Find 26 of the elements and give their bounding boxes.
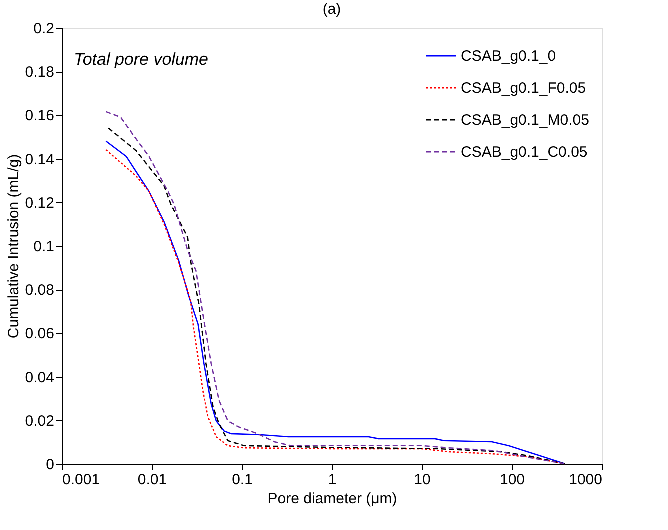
x-tick-label: 100: [500, 472, 526, 488]
legend-label: CSAB_g0.1_M0.05: [461, 112, 590, 129]
x-tick-label: 0.001: [62, 472, 100, 488]
y-tick-label: 0.14: [25, 151, 54, 168]
y-tick-label: 0.02: [25, 412, 54, 430]
legend-label: CSAB_g0.1_C0.05: [461, 144, 588, 161]
y-tick-label: 0.2: [34, 20, 54, 38]
y-tick-label: 0.12: [25, 194, 54, 212]
y-tick-label: 0.18: [25, 64, 54, 82]
y-tick-label: 0.06: [25, 326, 54, 343]
x-axis-title: Pore diameter (μm): [268, 490, 398, 508]
y-tick-label: 0.16: [25, 108, 54, 125]
x-tick-label: 0.1: [232, 472, 253, 488]
legend-label: CSAB_g0.1_0: [461, 48, 556, 65]
y-axis-title: Cumulative Intrusion (mL/g): [5, 154, 22, 339]
x-tick-label: 1000: [569, 472, 602, 488]
chart-title: (a): [322, 1, 342, 18]
y-tick-label: 0.08: [25, 282, 54, 300]
y-tick-label: 0: [46, 456, 54, 474]
x-tick-label: 10: [414, 472, 431, 488]
x-tick-label: 1: [328, 472, 337, 488]
annotation: Total pore volume: [74, 50, 209, 69]
y-tick-label: 0.1: [34, 238, 54, 256]
x-tick-label: 0.01: [138, 472, 168, 488]
legend-label: CSAB_g0.1_F0.05: [461, 80, 586, 97]
y-tick-label: 0.04: [25, 369, 54, 386]
